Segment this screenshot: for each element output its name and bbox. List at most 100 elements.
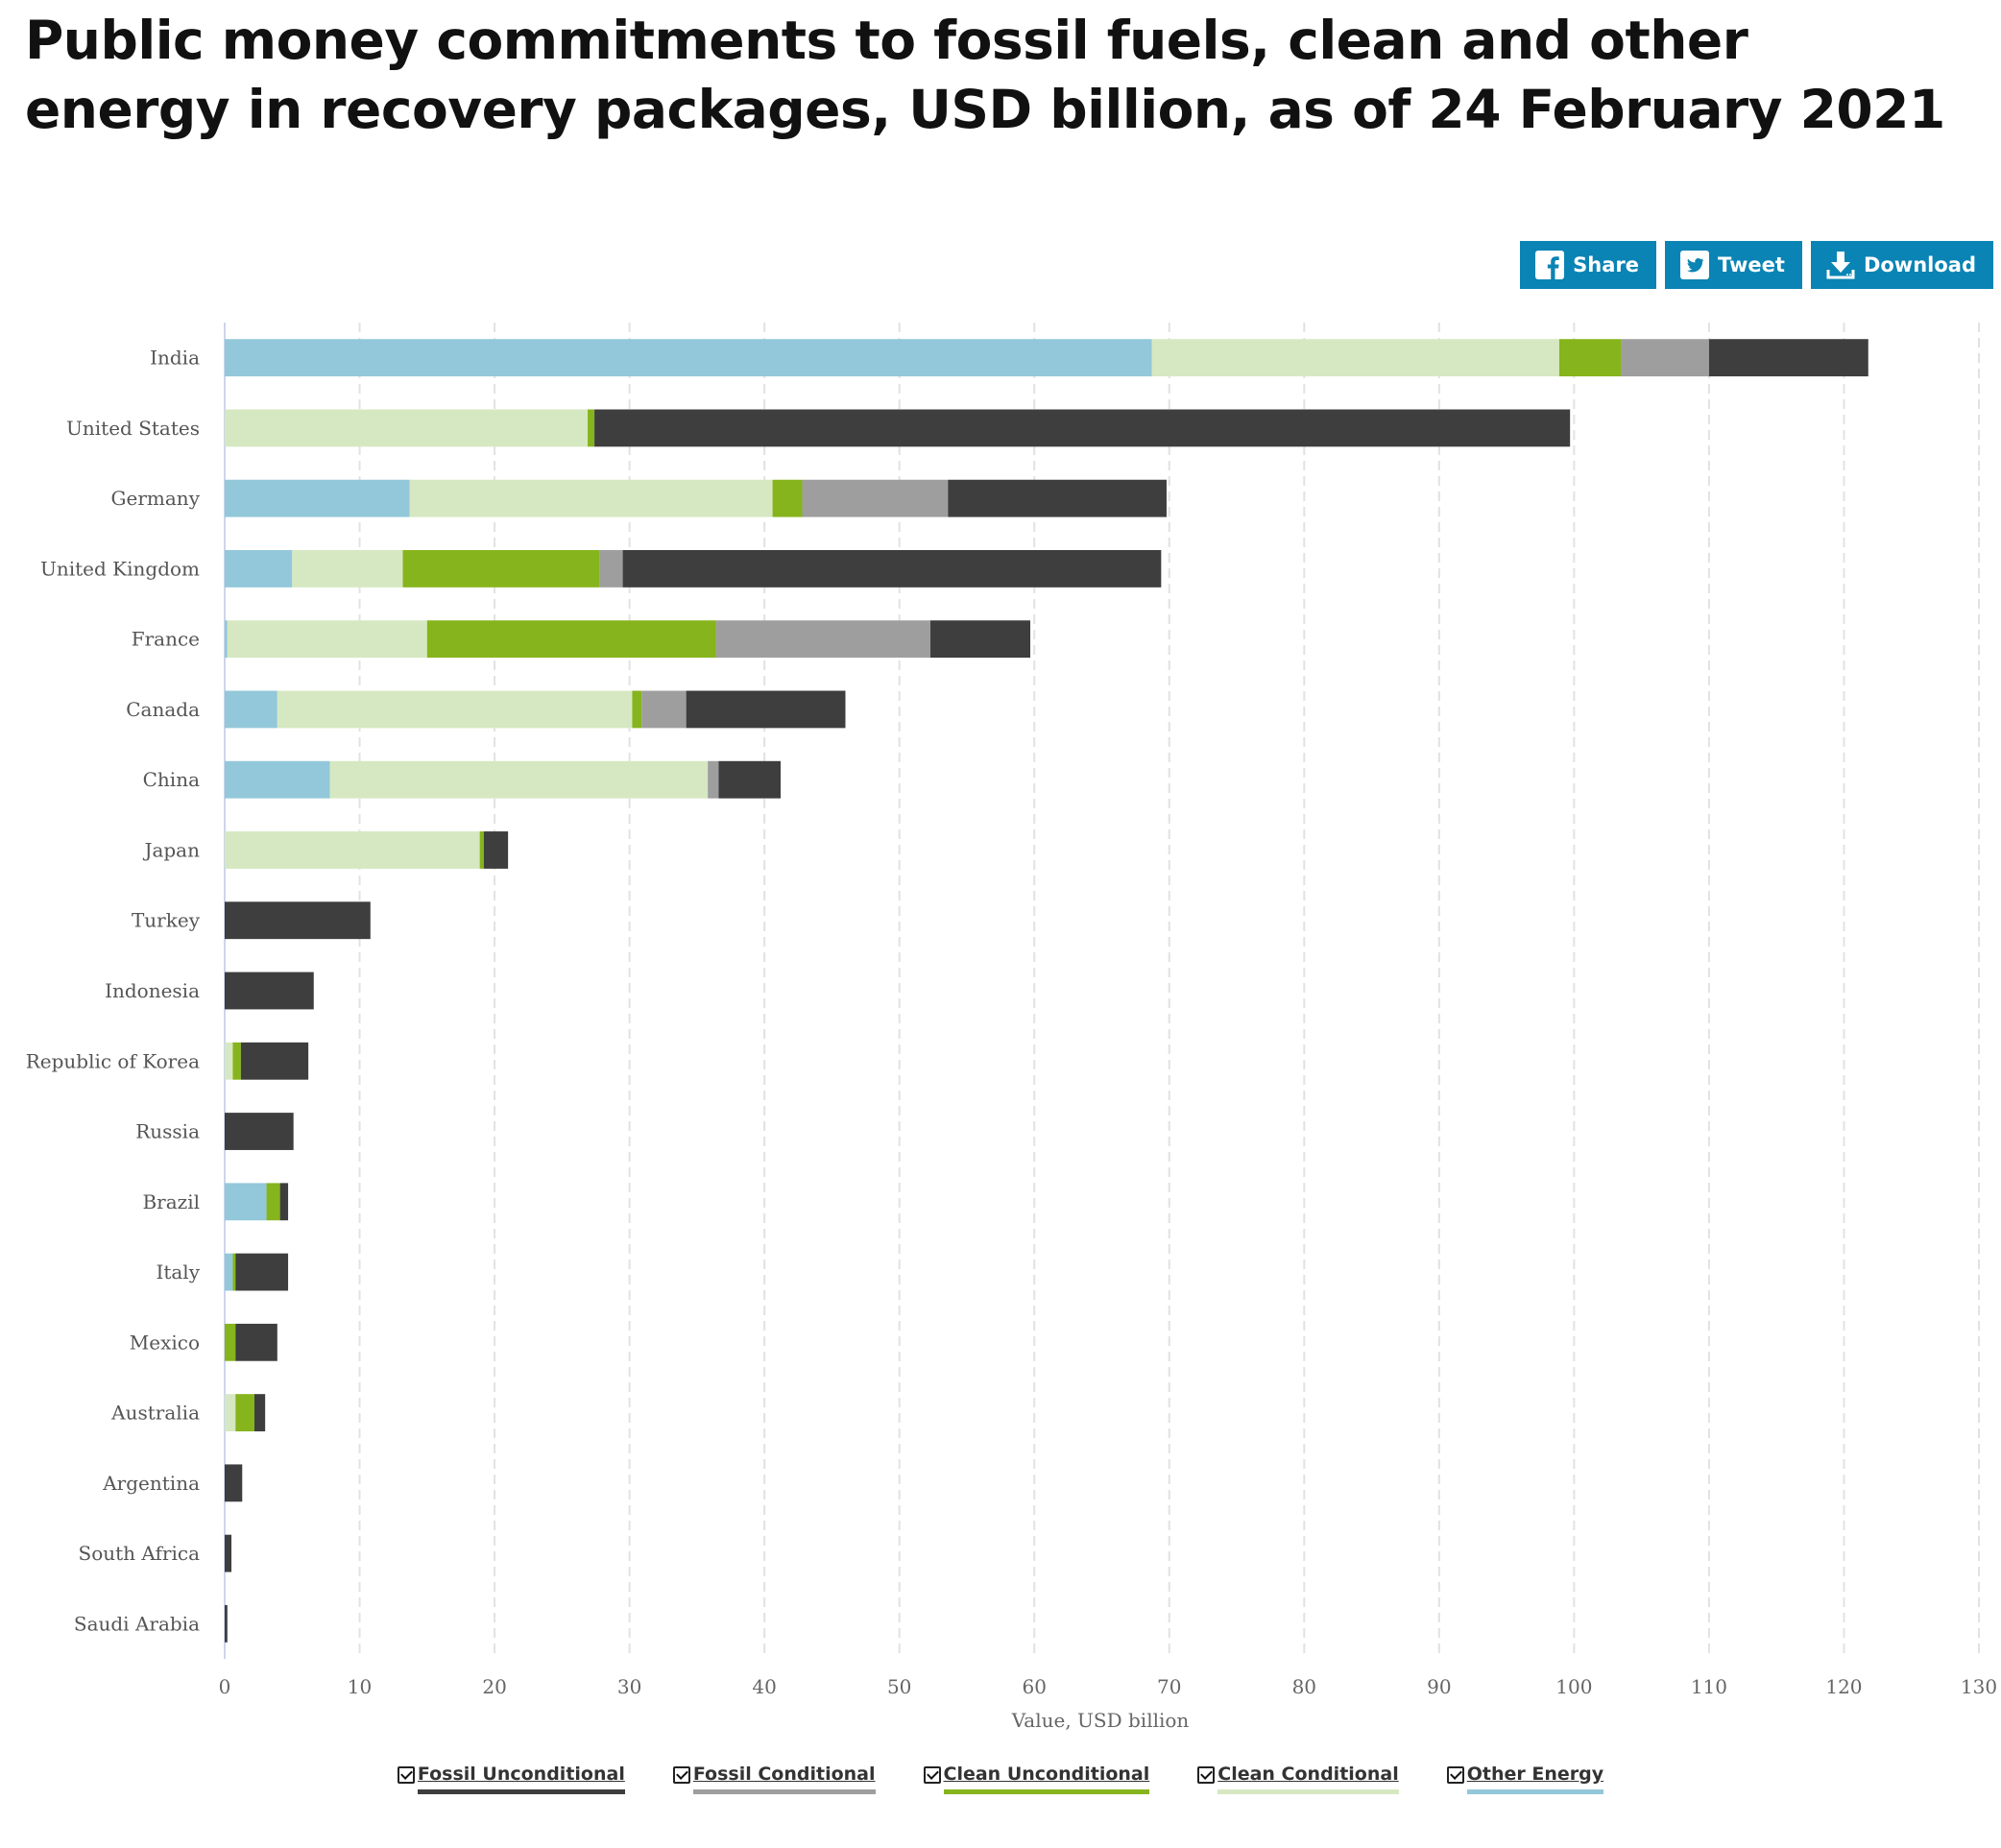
bar-india-other-energy[interactable]	[225, 339, 1152, 377]
bar-france-fossil-unconditional[interactable]	[930, 620, 1031, 659]
bar-japan-fossil-unconditional[interactable]	[483, 831, 509, 869]
category-label: Indonesia	[105, 979, 200, 1002]
legend-item-fossil-conditional[interactable]: Fossil Conditional	[672, 1763, 876, 1794]
facebook-icon	[1535, 251, 1565, 279]
bar-india-clean-unconditional[interactable]	[1558, 339, 1622, 377]
bar-united-kingdom-fossil-unconditional[interactable]	[622, 550, 1162, 588]
category-label: India	[150, 347, 200, 370]
bar-republic-of-korea-clean-conditional[interactable]	[225, 1042, 233, 1080]
x-tick-label: 20	[482, 1675, 506, 1698]
category-label: Germany	[111, 487, 201, 510]
bar-china-clean-conditional[interactable]	[329, 760, 709, 799]
bar-italy-fossil-unconditional[interactable]	[235, 1253, 289, 1291]
bar-south-africa-fossil-unconditional[interactable]	[225, 1534, 232, 1572]
legend-label: Clean Conditional	[1217, 1763, 1399, 1794]
tweet-label: Tweet	[1718, 253, 1785, 276]
bar-canada-clean-conditional[interactable]	[277, 690, 633, 729]
bar-canada-clean-unconditional[interactable]	[632, 690, 642, 729]
share-label: Share	[1573, 253, 1639, 276]
bar-france-clean-unconditional[interactable]	[426, 620, 716, 659]
bar-brazil-fossil-unconditional[interactable]	[279, 1183, 289, 1221]
bar-republic-of-korea-fossil-unconditional[interactable]	[240, 1042, 309, 1080]
bar-germany-clean-conditional[interactable]	[409, 479, 773, 517]
category-label: China	[143, 768, 200, 791]
category-label: Saudi Arabia	[74, 1612, 200, 1635]
bar-brazil-other-energy[interactable]	[225, 1183, 267, 1221]
share-button[interactable]: Share	[1520, 241, 1656, 289]
legend-item-clean-unconditional[interactable]: Clean Unconditional	[923, 1763, 1150, 1794]
bar-japan-clean-unconditional[interactable]	[479, 831, 484, 869]
bar-mexico-clean-unconditional[interactable]	[225, 1323, 236, 1361]
bar-mexico-fossil-unconditional[interactable]	[235, 1323, 277, 1361]
legend-label: Clean Unconditional	[943, 1763, 1150, 1794]
bar-argentina-fossil-unconditional[interactable]	[225, 1464, 243, 1502]
x-tick-label: 110	[1691, 1675, 1727, 1698]
bar-saudi-arabia-fossil-unconditional[interactable]	[225, 1604, 228, 1643]
bar-india-fossil-conditional[interactable]	[1621, 339, 1709, 377]
x-tick-label: 80	[1292, 1675, 1316, 1698]
bar-germany-clean-unconditional[interactable]	[772, 479, 803, 517]
bar-united-states-clean-unconditional[interactable]	[588, 409, 595, 447]
bar-united-kingdom-fossil-conditional[interactable]	[599, 550, 623, 588]
category-label: Republic of Korea	[26, 1049, 200, 1072]
category-label: Italy	[156, 1260, 200, 1284]
bar-united-states-clean-conditional[interactable]	[225, 409, 589, 447]
share-toolbar: Share Tweet Download	[1520, 241, 1993, 289]
bar-republic-of-korea-clean-unconditional[interactable]	[232, 1042, 241, 1080]
bar-india-fossil-unconditional[interactable]	[1708, 339, 1868, 377]
category-label: Argentina	[102, 1472, 200, 1495]
category-labels: India United States Germany United Kingdom F…	[26, 347, 201, 1636]
category-label: Mexico	[130, 1331, 200, 1354]
x-axis-title: Value, USD billion	[1011, 1709, 1190, 1732]
bar-indonesia-fossil-unconditional[interactable]	[225, 972, 314, 1010]
bar-italy-clean-unconditional[interactable]	[232, 1253, 236, 1291]
checkbox-icon[interactable]	[1197, 1766, 1216, 1784]
download-label: Download	[1863, 253, 1976, 276]
legend-item-fossil-unconditional[interactable]: Fossil Unconditional	[397, 1763, 625, 1794]
bar-turkey-fossil-unconditional[interactable]	[225, 901, 371, 940]
x-tick-label: 40	[752, 1675, 776, 1698]
bar-india-clean-conditional[interactable]	[1151, 339, 1559, 377]
x-tick-label: 100	[1555, 1675, 1592, 1698]
bar-canada-fossil-conditional[interactable]	[641, 690, 687, 729]
bar-china-fossil-conditional[interactable]	[708, 760, 719, 799]
bar-italy-other-energy[interactable]	[225, 1253, 233, 1291]
tweet-button[interactable]: Tweet	[1665, 241, 1802, 289]
bar-united-states-fossil-unconditional[interactable]	[594, 409, 1571, 447]
checkbox-icon[interactable]	[923, 1766, 941, 1784]
bar-china-fossil-unconditional[interactable]	[718, 760, 782, 799]
bar-united-kingdom-other-energy[interactable]	[225, 550, 293, 588]
bar-germany-fossil-unconditional[interactable]	[948, 479, 1167, 517]
bar-china-other-energy[interactable]	[225, 760, 330, 799]
checkbox-icon[interactable]	[672, 1766, 690, 1784]
download-icon	[1826, 250, 1855, 280]
bar-france-other-energy[interactable]	[225, 620, 228, 659]
category-label: United States	[66, 417, 200, 440]
bar-france-fossil-conditional[interactable]	[715, 620, 931, 659]
x-tick-label: 90	[1427, 1675, 1451, 1698]
x-tick-label: 120	[1825, 1675, 1862, 1698]
bar-france-clean-conditional[interactable]	[227, 620, 427, 659]
bar-australia-clean-conditional[interactable]	[225, 1394, 236, 1431]
bar-brazil-clean-unconditional[interactable]	[266, 1183, 280, 1221]
bar-australia-fossil-unconditional[interactable]	[253, 1394, 266, 1431]
bar-germany-fossil-conditional[interactable]	[802, 479, 949, 517]
x-tick-labels: 0 10 20 30 40 50 60 70 80 90 100 110 120 130	[219, 1675, 1997, 1698]
checkbox-icon[interactable]	[1446, 1766, 1464, 1784]
bar-united-kingdom-clean-unconditional[interactable]	[402, 550, 600, 588]
x-tick-label: 130	[1961, 1675, 1997, 1698]
bar-canada-other-energy[interactable]	[225, 690, 277, 729]
legend-item-clean-conditional[interactable]: Clean Conditional	[1197, 1763, 1399, 1794]
bar-russia-fossil-unconditional[interactable]	[225, 1113, 294, 1150]
legend-item-other-energy[interactable]: Other Energy	[1446, 1763, 1604, 1794]
bar-japan-clean-conditional[interactable]	[225, 831, 480, 869]
bar-germany-other-energy[interactable]	[225, 479, 410, 517]
legend-label: Fossil Unconditional	[417, 1763, 625, 1794]
category-label: South Africa	[79, 1542, 201, 1565]
legend: Fossil Unconditional Fossil Conditional Cl…	[0, 1763, 2001, 1794]
bar-canada-fossil-unconditional[interactable]	[686, 690, 846, 729]
bar-united-kingdom-clean-conditional[interactable]	[292, 550, 403, 588]
bar-australia-clean-unconditional[interactable]	[235, 1394, 254, 1431]
download-button[interactable]: Download	[1810, 241, 1993, 289]
checkbox-icon[interactable]	[397, 1766, 415, 1784]
